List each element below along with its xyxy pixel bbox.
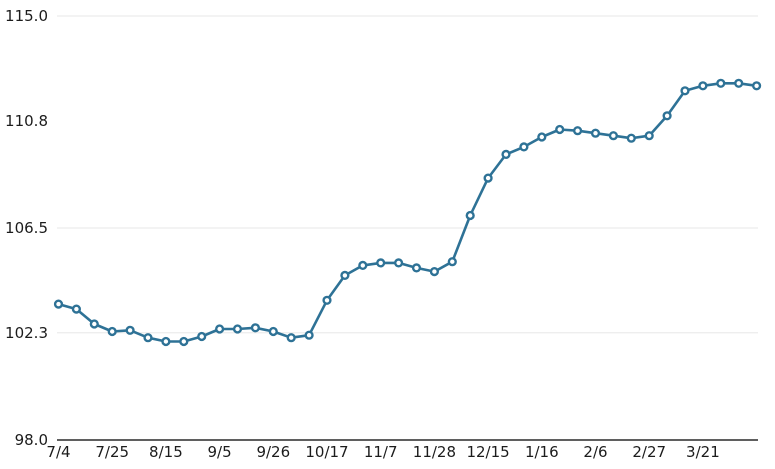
- y-axis-tick-label: 102.3: [5, 324, 48, 342]
- x-axis-tick-label: 12/15: [466, 443, 509, 461]
- data-point-marker: [143, 333, 153, 343]
- data-point-marker: [394, 258, 404, 268]
- data-point-marker: [179, 336, 189, 347]
- data-point-marker: [716, 78, 726, 88]
- data-line: [57, 82, 758, 343]
- y-axis-tick-label: 110.8: [5, 112, 48, 130]
- data-point-marker: [268, 326, 278, 337]
- data-point-marker: [537, 132, 547, 142]
- data-point-marker: [519, 142, 529, 152]
- x-axis-tick-label: 11/7: [364, 443, 398, 461]
- x-axis-tick-label: 2/6: [583, 443, 607, 461]
- data-point-marker: [232, 324, 243, 334]
- data-point-marker: [501, 149, 511, 160]
- data-point-marker: [590, 128, 601, 138]
- x-axis-tick-label: 3/21: [686, 443, 720, 461]
- data-point-marker: [608, 131, 619, 141]
- data-point-marker: [71, 304, 82, 314]
- y-axis-tick-label: 115.0: [5, 7, 48, 25]
- x-axis-tick-label: 9/5: [208, 443, 232, 461]
- data-point-marker: [429, 267, 440, 277]
- data-point-marker: [322, 295, 332, 305]
- x-axis-tick-label: 11/28: [413, 443, 456, 461]
- y-axis-tick-label: 106.5: [5, 219, 48, 237]
- data-point-marker: [286, 333, 296, 343]
- data-point-marker: [680, 86, 690, 96]
- data-point-marker: [340, 270, 350, 281]
- data-point-marker: [304, 330, 314, 340]
- data-point-marker: [447, 257, 457, 267]
- data-point-marker: [644, 131, 654, 141]
- data-point-marker: [197, 331, 207, 342]
- data-point-marker: [662, 111, 672, 121]
- data-point-marker: [572, 126, 583, 136]
- data-point-marker: [751, 81, 762, 91]
- data-point-marker: [626, 133, 636, 143]
- data-point-marker: [107, 326, 117, 337]
- data-point-marker: [89, 319, 99, 329]
- data-point-marker: [125, 325, 135, 335]
- x-axis-tick-label: 8/15: [149, 443, 183, 461]
- data-point-marker: [376, 258, 386, 268]
- data-point-marker: [483, 173, 493, 183]
- x-axis-tick-label: 1/16: [525, 443, 559, 461]
- data-point-marker: [698, 81, 708, 91]
- x-axis-tick-label: 7/4: [46, 443, 70, 461]
- x-axis-tick-label: 7/25: [95, 443, 129, 461]
- data-point-marker: [358, 260, 368, 271]
- data-point-marker: [734, 78, 744, 88]
- data-point-marker: [53, 299, 64, 309]
- data-point-marker: [465, 210, 475, 221]
- x-axis-tick-label: 9/26: [256, 443, 290, 461]
- data-point-marker: [555, 124, 565, 135]
- y-axis-tick-label: 98.0: [15, 431, 48, 449]
- x-axis-tick-label: 10/17: [305, 443, 348, 461]
- data-point-marker: [161, 336, 171, 347]
- data-point-marker: [411, 263, 422, 273]
- data-point-marker: [250, 323, 261, 333]
- data-point-marker: [215, 324, 225, 334]
- x-axis-tick-label: 2/27: [632, 443, 666, 461]
